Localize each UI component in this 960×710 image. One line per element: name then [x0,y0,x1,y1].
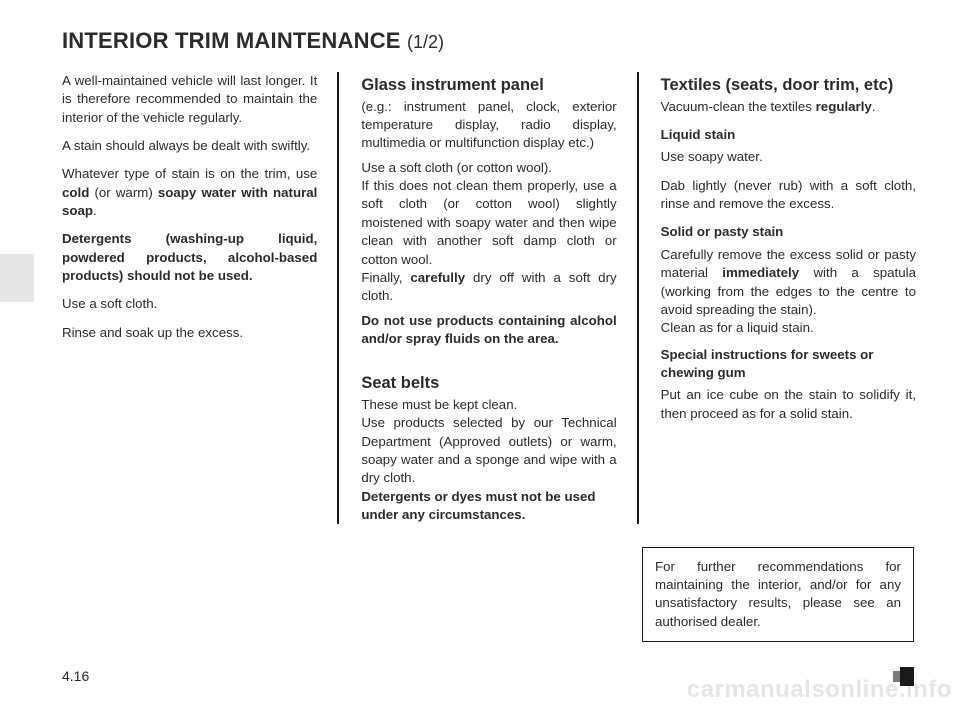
body-text: These must be kept clean. [361,396,616,414]
body-text: A well-maintained vehicle will last long… [62,72,317,127]
page-title: INTERIOR TRIM MAINTENANCE [62,28,407,53]
body-text: Use a soft cloth (or cotton wool). [361,159,616,177]
text: . [93,203,97,218]
spacer [661,338,916,344]
page-subtitle: (1/2) [407,32,444,52]
body-text: Vacuum-clean the textiles regularly. [661,98,916,116]
manual-page: INTERIOR TRIM MAINTENANCE (1/2) A well-m… [0,0,960,710]
body-text: Carefully remove the excess solid or pas… [661,246,916,319]
page-number: 4.16 [62,668,89,684]
body-text: Use a soft cloth. [62,295,317,313]
text: Whatever type of stain is on the trim, u… [62,166,317,181]
text-bold: carefully [410,270,465,285]
text: . [872,99,876,114]
body-text: Clean as for a liquid stain. [661,319,916,337]
sub-heading: Special instructions for sweets or chewi… [661,346,916,383]
column-3: Textiles (seats, door trim, etc) Vacuum-… [639,72,916,524]
para-group: Use a soft cloth (or cotton wool). If th… [361,159,616,306]
para-group: Carefully remove the excess solid or pas… [661,246,916,338]
para-group: These must be kept clean. Use products s… [361,396,616,524]
body-text: Dab lightly (never rub) with a soft clot… [661,177,916,214]
body-text: Finally, carefully dry off with a soft d… [361,269,616,306]
body-text: Use products selected by our Technical D… [361,414,616,487]
body-text: Rinse and soak up the excess. [62,324,317,342]
watermark: carmanualsonline.info [687,676,952,704]
text-bold: cold [62,185,89,200]
text: Finally, [361,270,410,285]
info-box: For further recommendations for maintain… [642,547,914,642]
column-2: Glass instrument panel (e.g.: instrument… [339,72,638,524]
body-text: Use soapy water. [661,148,916,166]
section-heading: Seat belts [361,372,616,395]
body-text-bold: Do not use products containing alcohol a… [361,312,616,349]
body-text: (e.g.: instrument panel, clock, exterior… [361,98,616,153]
body-text-bold: Detergents or dyes must not be used unde… [361,488,616,525]
text: (or warm) [89,185,158,200]
text-bold: regularly [816,99,872,114]
body-text: A stain should always be dealt with swif… [62,137,317,155]
section-heading: Textiles (seats, door trim, etc) [661,74,916,97]
spacer [361,358,616,370]
body-text: If this does not clean them properly, us… [361,177,616,269]
text-bold: immediately [722,265,799,280]
para-group: (e.g.: instrument panel, clock, exterior… [361,98,616,153]
page-title-row: INTERIOR TRIM MAINTENANCE (1/2) [62,28,916,54]
text: Vacuum-clean the textiles [661,99,816,114]
column-1: A well-maintained vehicle will last long… [62,72,339,524]
body-text: Whatever type of stain is on the trim, u… [62,165,317,220]
content-columns: A well-maintained vehicle will last long… [62,72,916,524]
sub-heading: Solid or pasty stain [661,223,916,241]
body-text-bold: Detergents (washing-up liquid, powdered … [62,230,317,285]
section-tab [0,254,34,302]
info-text: For further recommendations for maintain… [655,559,901,629]
sub-heading: Liquid stain [661,126,916,144]
section-heading: Glass instrument panel [361,74,616,97]
body-text: Put an ice cube on the stain to solidify… [661,386,916,423]
